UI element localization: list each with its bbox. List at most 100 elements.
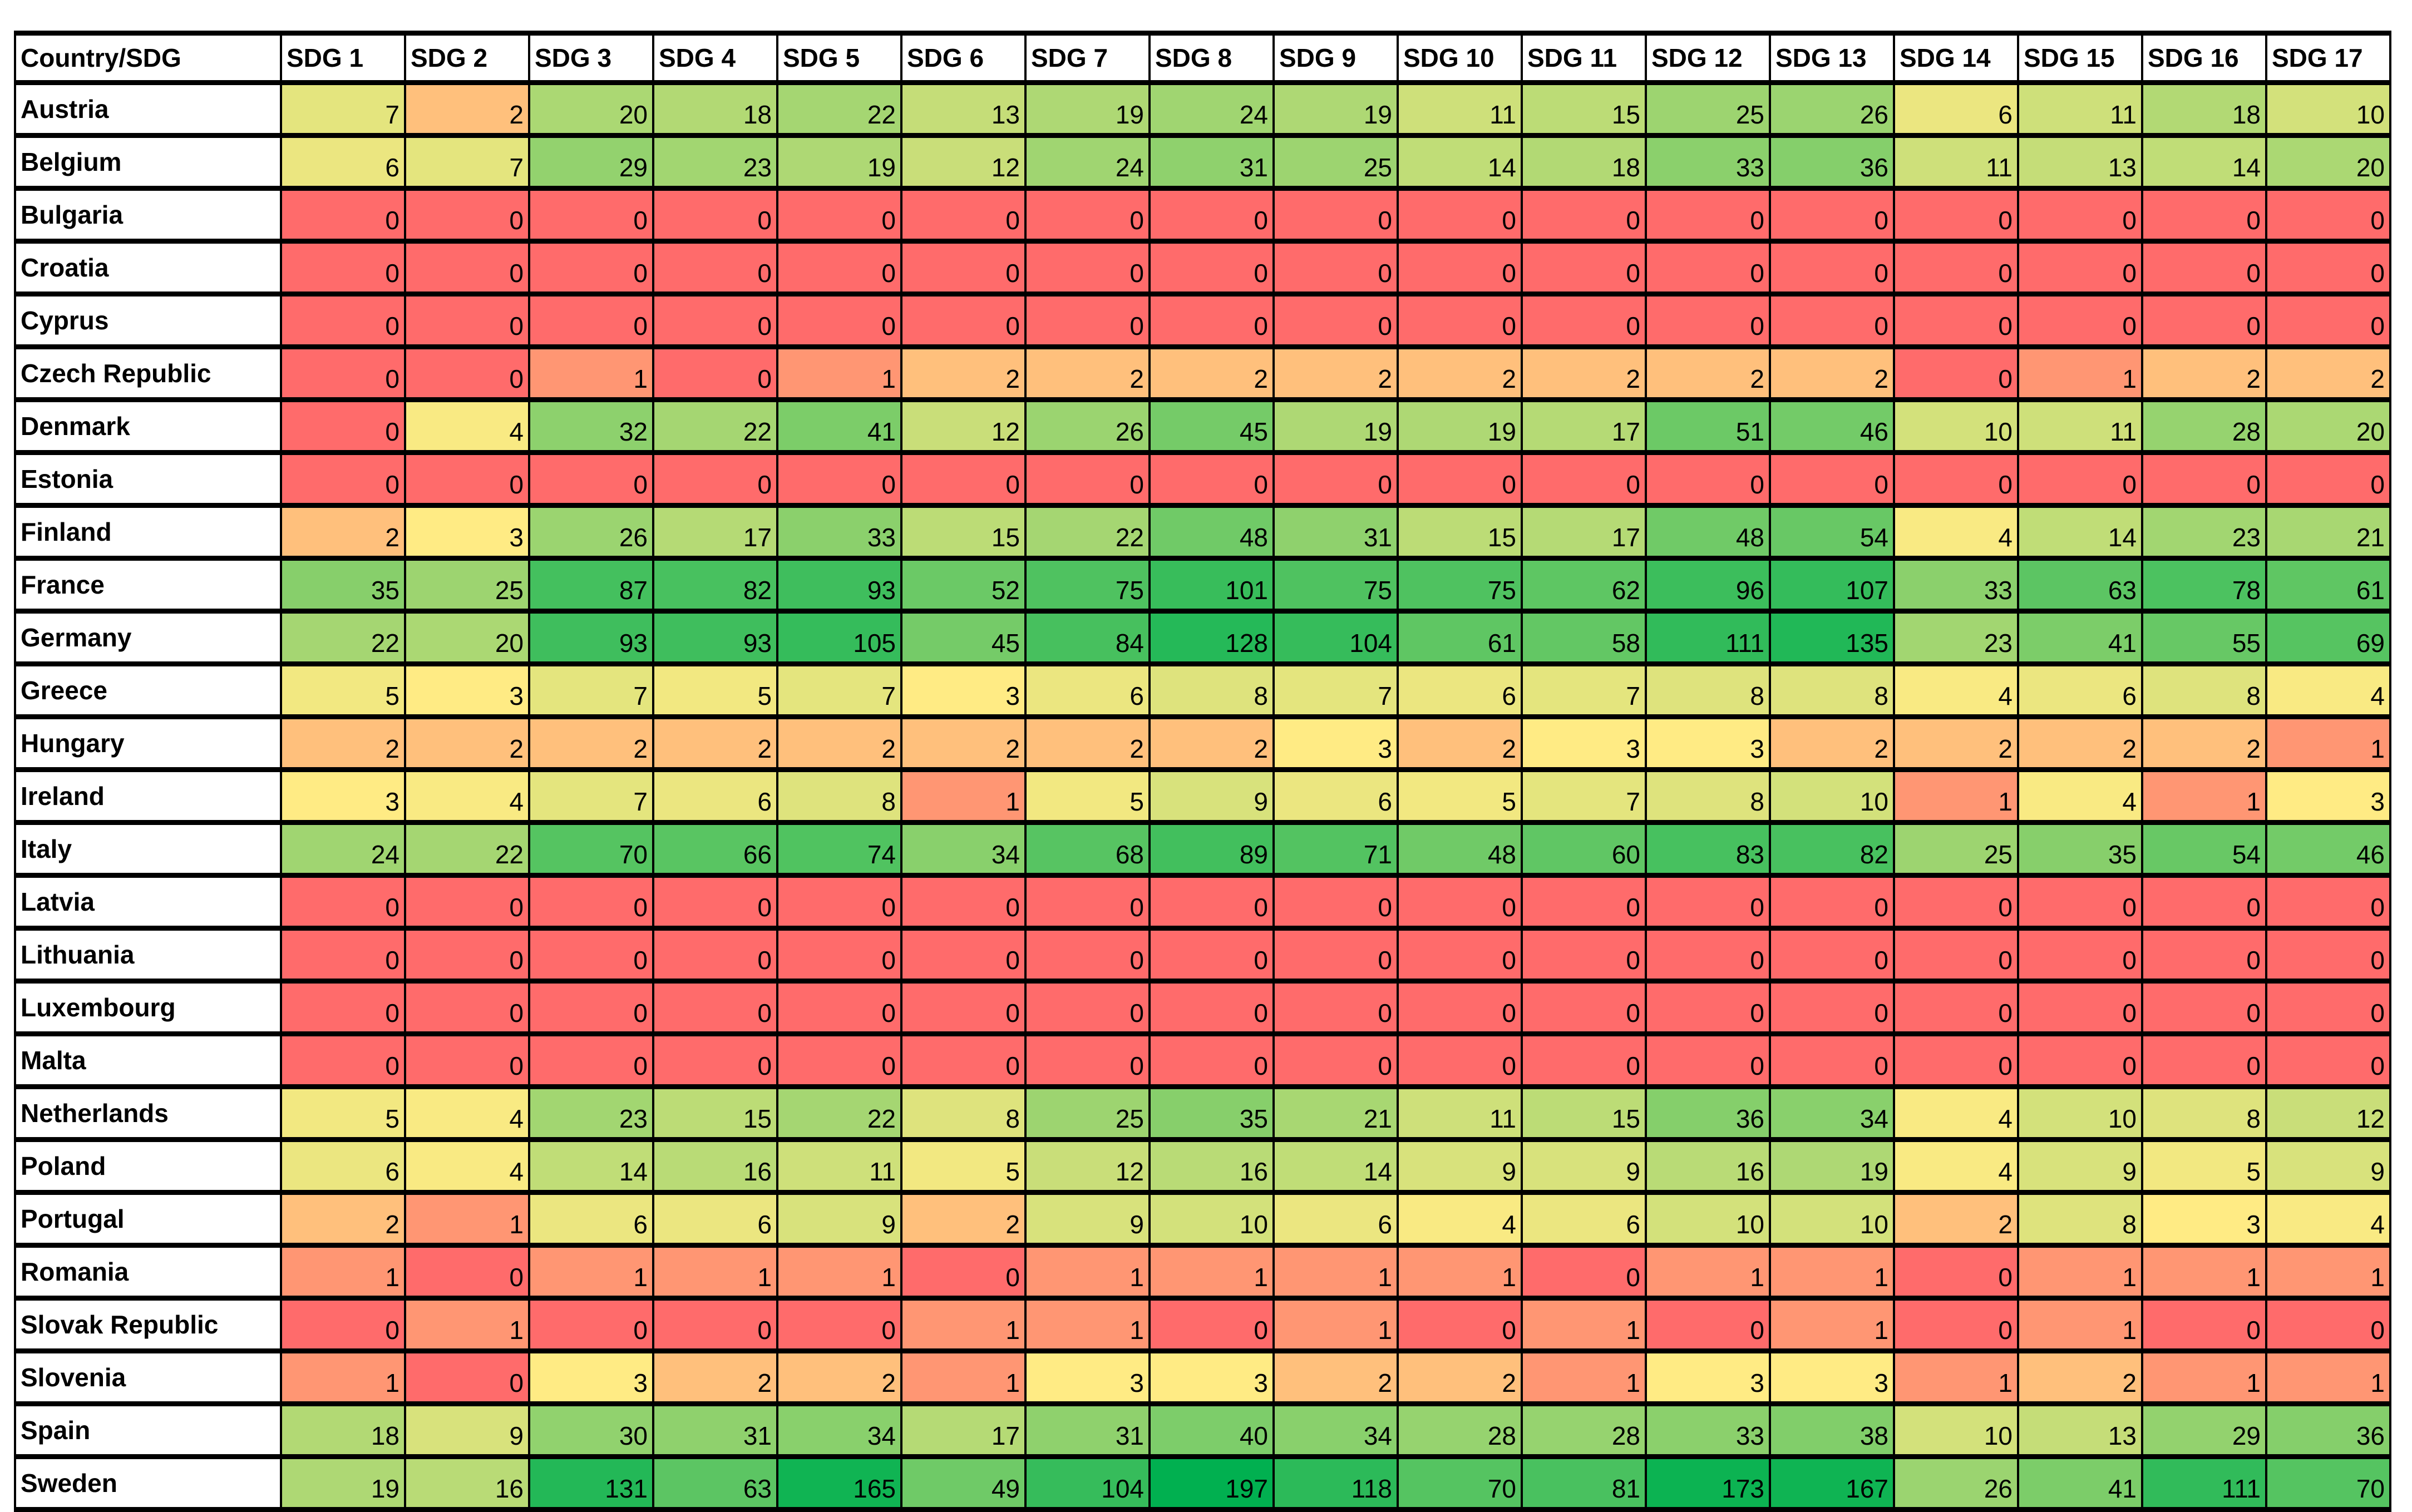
value-cell: 74 <box>776 820 902 878</box>
value-cell: 0 <box>776 926 902 984</box>
value-cell: 7 <box>776 661 902 719</box>
value-cell: 29 <box>2141 1401 2267 1459</box>
value-cell: 3 <box>2141 1190 2267 1248</box>
value-cell: 165 <box>776 1454 902 1512</box>
sdg-country-table: Country/SDG SDG 1 SDG 2 SDG 3 SDG 4 SDG 5 SDG… <box>14 31 2391 1512</box>
value-cell: 36 <box>2265 1401 2391 1459</box>
value-cell: 8 <box>2141 661 2267 719</box>
value-cell: 28 <box>1397 1401 1523 1459</box>
value-cell: 33 <box>1645 1401 1771 1459</box>
value-cell: 0 <box>1645 1031 1771 1089</box>
value-cell: 0 <box>1521 239 1647 297</box>
value-cell: 14 <box>1397 133 1523 191</box>
value-cell: 8 <box>2141 1084 2267 1142</box>
value-cell: 3 <box>1645 714 1771 772</box>
value-cell: 7 <box>528 767 654 825</box>
value-cell: 22 <box>280 609 406 666</box>
value-cell: 2 <box>2017 714 2143 772</box>
value-cell: 0 <box>1272 926 1399 984</box>
value-cell: 18 <box>2141 80 2267 138</box>
value-cell: 46 <box>1769 397 1895 455</box>
value-cell: 0 <box>528 450 654 508</box>
value-cell: 0 <box>280 873 406 931</box>
value-cell: 0 <box>1893 291 2019 349</box>
value-cell: 0 <box>1893 450 2019 508</box>
value-cell: 0 <box>1521 1243 1647 1301</box>
value-cell: 9 <box>2017 1137 2143 1195</box>
value-cell: 1 <box>280 1348 406 1406</box>
value-cell: 4 <box>404 1137 530 1195</box>
value-cell: 5 <box>280 661 406 719</box>
table-row: Czech Republic 0 0 1 0 1 2 2 2 2 2 2 2 2 0 1 2 2 <box>14 344 2391 402</box>
value-cell: 4 <box>1893 1084 2019 1142</box>
value-cell: 0 <box>2017 873 2143 931</box>
value-cell: 1 <box>1893 767 2019 825</box>
value-cell: 2 <box>1148 714 1275 772</box>
value-cell: 0 <box>1645 1296 1771 1353</box>
value-cell: 3 <box>280 767 406 825</box>
country-name: France <box>14 556 282 614</box>
value-cell: 6 <box>1272 767 1399 825</box>
value-cell: 167 <box>1769 1454 1895 1512</box>
value-cell: 1 <box>2141 767 2267 825</box>
value-cell: 0 <box>1893 1243 2019 1301</box>
value-cell: 128 <box>1148 609 1275 666</box>
value-cell: 69 <box>2265 609 2391 666</box>
value-cell: 0 <box>1148 979 1275 1036</box>
value-cell: 0 <box>2017 979 2143 1036</box>
value-cell: 16 <box>1148 1137 1275 1195</box>
value-cell: 40 <box>1148 1401 1275 1459</box>
value-cell: 0 <box>2265 1031 2391 1089</box>
column-header: SDG 16 <box>2141 31 2267 85</box>
value-cell: 10 <box>1893 397 2019 455</box>
value-cell: 0 <box>528 979 654 1036</box>
value-cell: 0 <box>900 186 1027 244</box>
value-cell: 0 <box>1024 926 1151 984</box>
table-row: Portugal 2 1 6 6 9 2 9 10 6 4 6 10 10 2 8 3 4 <box>14 1190 2391 1248</box>
value-cell: 1 <box>528 1243 654 1301</box>
value-cell: 2 <box>1645 344 1771 402</box>
value-cell: 0 <box>1893 1296 2019 1353</box>
header-row: Country/SDG SDG 1 SDG 2 SDG 3 SDG 4 SDG 5 SDG… <box>14 31 2391 85</box>
country-name: Austria <box>14 80 282 138</box>
value-cell: 6 <box>1272 1190 1399 1248</box>
value-cell: 2 <box>1272 344 1399 402</box>
value-cell: 0 <box>1893 186 2019 244</box>
value-cell: 1 <box>2265 1243 2391 1301</box>
value-cell: 15 <box>652 1084 778 1142</box>
country-name: Denmark <box>14 397 282 455</box>
value-cell: 3 <box>1272 714 1399 772</box>
value-cell: 22 <box>404 820 530 878</box>
value-cell: 0 <box>1272 291 1399 349</box>
value-cell: 30 <box>528 1401 654 1459</box>
country-name: Bulgaria <box>14 186 282 244</box>
value-cell: 31 <box>1272 503 1399 561</box>
column-header: SDG 7 <box>1024 31 1151 85</box>
value-cell: 6 <box>652 1190 778 1248</box>
value-cell: 33 <box>776 503 902 561</box>
value-cell: 8 <box>1148 661 1275 719</box>
value-cell: 1 <box>900 767 1027 825</box>
value-cell: 19 <box>1024 80 1151 138</box>
value-cell: 36 <box>1769 133 1895 191</box>
value-cell: 4 <box>1893 1137 2019 1195</box>
value-cell: 18 <box>280 1401 406 1459</box>
value-cell: 25 <box>1272 133 1399 191</box>
table-row: Luxembourg 0 0 0 0 0 0 0 0 0 0 0 0 0 0 0 0 0 <box>14 979 2391 1036</box>
value-cell: 12 <box>900 133 1027 191</box>
country-name: Slovenia <box>14 1348 282 1406</box>
value-cell: 4 <box>1397 1190 1523 1248</box>
value-cell: 6 <box>2017 661 2143 719</box>
value-cell: 10 <box>1769 767 1895 825</box>
value-cell: 20 <box>2265 133 2391 191</box>
value-cell: 1 <box>776 344 902 402</box>
value-cell: 23 <box>1893 609 2019 666</box>
table-row: Austria 7 2 20 18 22 13 19 24 19 11 15 25 26 6 11 18 10 <box>14 80 2391 138</box>
value-cell: 0 <box>280 239 406 297</box>
value-cell: 0 <box>1769 291 1895 349</box>
value-cell: 58 <box>1521 609 1647 666</box>
country-name: Sweden <box>14 1454 282 1512</box>
value-cell: 18 <box>652 80 778 138</box>
value-cell: 4 <box>404 767 530 825</box>
value-cell: 8 <box>900 1084 1027 1142</box>
